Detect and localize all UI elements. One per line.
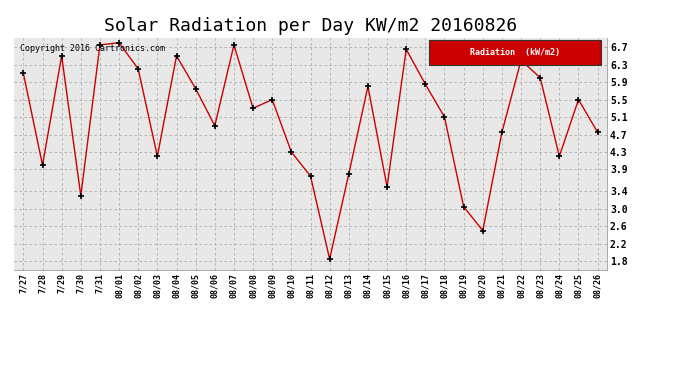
Text: Copyright 2016 Cartronics.com: Copyright 2016 Cartronics.com bbox=[20, 45, 165, 54]
Text: Radiation  (kW/m2): Radiation (kW/m2) bbox=[470, 48, 560, 57]
FancyBboxPatch shape bbox=[429, 40, 601, 65]
Title: Solar Radiation per Day KW/m2 20160826: Solar Radiation per Day KW/m2 20160826 bbox=[104, 16, 517, 34]
